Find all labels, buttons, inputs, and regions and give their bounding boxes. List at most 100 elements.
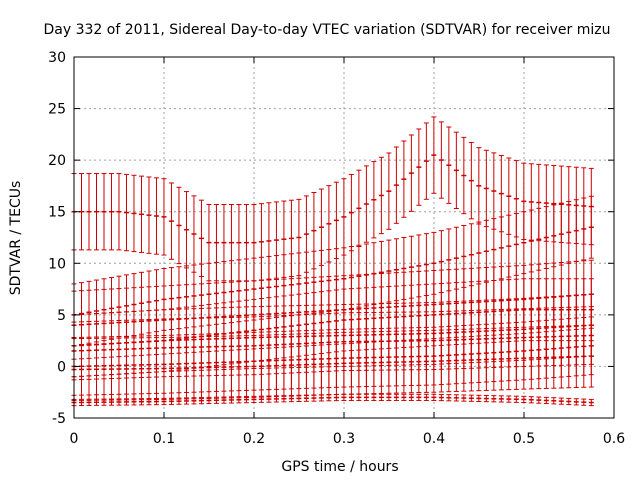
data-point — [453, 131, 459, 210]
data-point — [191, 195, 197, 273]
data-point — [101, 337, 107, 401]
data-point — [341, 393, 347, 401]
data-point — [468, 141, 474, 220]
data-point — [581, 197, 587, 261]
data-point — [438, 393, 444, 402]
data-point — [431, 329, 437, 393]
data-point — [281, 333, 287, 397]
data-point — [401, 330, 407, 394]
data-point — [236, 396, 242, 404]
data-point — [176, 336, 182, 400]
data-point — [498, 395, 504, 403]
data-point — [378, 393, 384, 401]
x-tick-label: 0.5 — [513, 431, 535, 447]
data-point — [146, 337, 152, 401]
data-point — [243, 335, 249, 399]
data-point — [461, 394, 467, 402]
data-point — [408, 330, 414, 394]
x-tick-label: 0.4 — [423, 431, 445, 447]
data-point — [356, 393, 362, 401]
data-point — [536, 326, 542, 390]
data-point — [371, 331, 377, 395]
data-point — [221, 335, 227, 399]
data-point — [138, 337, 144, 401]
data-point — [566, 325, 572, 389]
data-point — [513, 326, 519, 390]
series-track-7 — [71, 316, 594, 396]
data-point — [558, 325, 564, 389]
data-point — [333, 181, 339, 260]
series-track-1 — [71, 116, 594, 282]
data-point — [221, 396, 227, 404]
data-point — [108, 337, 114, 401]
data-point — [123, 337, 129, 401]
y-tick-label: 10 — [48, 256, 66, 272]
data-point — [161, 178, 167, 256]
data-point — [528, 209, 534, 273]
data-point — [491, 395, 497, 403]
data-point — [483, 394, 489, 403]
data-point — [521, 326, 527, 390]
data-point — [176, 186, 182, 265]
data-point — [86, 398, 92, 406]
y-tick-label: 25 — [48, 102, 66, 118]
x-tick-label: 0 — [70, 431, 79, 447]
data-point — [506, 395, 512, 403]
data-point — [131, 398, 137, 406]
data-point — [393, 146, 399, 224]
data-point — [168, 182, 174, 260]
data-point — [438, 121, 444, 199]
data-point — [513, 395, 519, 403]
data-point — [93, 337, 99, 401]
data-point — [341, 178, 347, 256]
data-point — [86, 337, 92, 401]
y-axis-label: SDTVAR / TECUs — [8, 181, 24, 296]
data-point — [423, 393, 429, 401]
data-point — [101, 398, 107, 406]
data-point — [491, 152, 497, 230]
data-point — [273, 395, 279, 403]
data-point — [453, 394, 459, 402]
data-point — [431, 393, 437, 401]
data-point — [266, 395, 272, 403]
data-point — [198, 336, 204, 400]
data-point — [408, 134, 414, 212]
data-point — [303, 394, 309, 402]
x-tick-label: 0.6 — [603, 431, 625, 447]
data-point — [416, 330, 422, 394]
data-point — [183, 397, 189, 405]
data-point — [153, 397, 159, 406]
data-point — [228, 396, 234, 404]
error-bar-series — [71, 116, 594, 407]
data-point — [123, 398, 129, 406]
data-point — [108, 173, 114, 251]
data-point — [228, 335, 234, 399]
data-point — [101, 173, 107, 251]
data-point — [183, 336, 189, 400]
data-point — [408, 393, 414, 401]
data-point — [588, 324, 594, 388]
data-point — [198, 397, 204, 405]
data-point — [258, 334, 264, 398]
data-point — [393, 330, 399, 394]
data-point — [363, 331, 369, 395]
data-point — [483, 149, 489, 228]
data-point — [138, 398, 144, 406]
data-point — [93, 173, 99, 251]
y-tick-label: 0 — [57, 359, 66, 375]
data-point — [536, 207, 542, 271]
data-point — [588, 195, 594, 259]
data-point — [536, 396, 542, 404]
series-track-8 — [71, 324, 594, 401]
data-point — [521, 395, 527, 404]
data-point — [168, 397, 174, 405]
data-point — [131, 337, 137, 401]
y-tick-label: 20 — [48, 153, 66, 169]
data-point — [273, 334, 279, 398]
data-point — [551, 325, 557, 389]
data-point — [573, 199, 579, 263]
data-point — [176, 397, 182, 405]
data-point — [191, 336, 197, 400]
x-axis-label: GPS time / hours — [281, 459, 398, 475]
